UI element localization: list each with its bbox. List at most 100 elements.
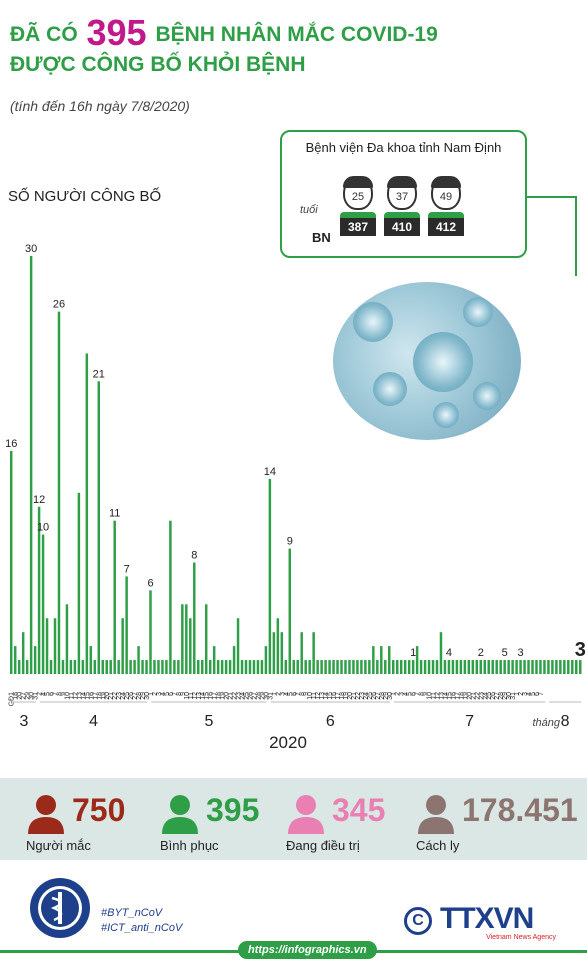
virus-particle bbox=[373, 372, 407, 406]
bar bbox=[189, 618, 192, 674]
tick-label: 3 bbox=[156, 692, 163, 696]
tick-label: 7 bbox=[415, 692, 422, 696]
stat-label: Đang điều trị bbox=[286, 838, 360, 853]
tick-label: 25 bbox=[244, 692, 251, 700]
virus-particle bbox=[473, 382, 501, 410]
patient-card: 49 412 bbox=[428, 176, 464, 236]
tick-label: 21 bbox=[108, 692, 115, 700]
connector-line bbox=[575, 196, 577, 276]
tick-label: 22 bbox=[355, 692, 362, 700]
bar bbox=[10, 451, 13, 674]
tick-label: 14 bbox=[80, 692, 87, 700]
bar bbox=[37, 506, 41, 674]
bar bbox=[340, 660, 343, 674]
tick-label: 19 bbox=[462, 692, 469, 700]
bar bbox=[471, 660, 475, 674]
bar bbox=[555, 660, 558, 674]
bar bbox=[316, 660, 319, 674]
data-label: 3 bbox=[518, 647, 524, 659]
stat-label: Người mắc bbox=[26, 838, 91, 853]
title-suffix: BỆNH NHÂN MẮC COVID-19 bbox=[155, 23, 438, 46]
tick-label: 28 bbox=[498, 692, 505, 700]
tick-label: 24 bbox=[482, 692, 489, 700]
bar bbox=[29, 255, 33, 675]
tick-label: 24 bbox=[240, 692, 247, 700]
bar bbox=[129, 660, 132, 674]
bar bbox=[411, 660, 415, 674]
person-icon bbox=[288, 795, 324, 834]
tick-label: 29 bbox=[140, 692, 147, 700]
tick-label: 1 bbox=[148, 692, 155, 696]
data-label: 26 bbox=[53, 299, 65, 311]
tick-label: 16 bbox=[450, 692, 457, 700]
bar bbox=[244, 660, 248, 674]
subtitle: (tính đến 16h ngày 7/8/2020) bbox=[10, 98, 190, 114]
tick-label: 11 bbox=[188, 692, 195, 699]
data-label: 5 bbox=[502, 647, 508, 659]
bar bbox=[336, 660, 339, 674]
patient-icon: 37 bbox=[387, 176, 417, 210]
bar bbox=[515, 660, 518, 674]
bar bbox=[272, 632, 276, 674]
tick-label: 3 bbox=[279, 692, 286, 696]
month-label: 3 bbox=[19, 713, 28, 730]
tick-label: 15 bbox=[446, 692, 453, 700]
tick-label: 9 bbox=[180, 692, 187, 696]
tick-label: 6 bbox=[411, 692, 418, 696]
tick-label: 23 bbox=[359, 692, 366, 700]
bar bbox=[153, 660, 156, 674]
person-icon bbox=[28, 795, 64, 834]
tick-label: 9 bbox=[60, 692, 67, 696]
data-label: 6 bbox=[147, 577, 153, 589]
tick-label: 4 bbox=[41, 692, 48, 696]
bar bbox=[487, 660, 490, 674]
bar bbox=[13, 646, 17, 675]
tick-label: 2 bbox=[275, 692, 282, 696]
bar bbox=[201, 660, 204, 674]
tick-label: 27 bbox=[494, 692, 501, 700]
tick-label: 22 bbox=[474, 692, 481, 700]
data-label: 7 bbox=[124, 563, 130, 575]
bar bbox=[284, 660, 288, 674]
bar bbox=[360, 660, 363, 674]
bar bbox=[531, 660, 534, 674]
patient-card: 37 410 bbox=[384, 176, 420, 236]
tick-label: 12 bbox=[435, 692, 442, 700]
bar bbox=[415, 646, 419, 675]
bar bbox=[208, 660, 212, 674]
data-label: 10 bbox=[37, 522, 49, 534]
tick-label: 20 bbox=[347, 692, 354, 700]
bar bbox=[567, 660, 570, 674]
copyright-icon: C bbox=[404, 907, 432, 935]
tick-label: 16 bbox=[88, 692, 95, 700]
agency-logo: TTXVN Vietnam News Agency bbox=[440, 904, 560, 944]
data-label: 11 bbox=[109, 508, 120, 520]
tick-label: 5 bbox=[530, 692, 537, 696]
tick-label: 10 bbox=[307, 692, 314, 700]
bar bbox=[348, 660, 351, 674]
bar bbox=[149, 590, 152, 675]
month-label: 7 bbox=[465, 713, 474, 730]
bar bbox=[232, 646, 236, 675]
bar bbox=[392, 660, 395, 674]
bar bbox=[141, 660, 144, 674]
bar bbox=[133, 660, 136, 674]
bar bbox=[395, 660, 399, 674]
bar bbox=[399, 660, 403, 674]
bar bbox=[388, 646, 391, 675]
stat-value: 750 bbox=[72, 792, 126, 828]
bar bbox=[240, 660, 244, 674]
virus-particle bbox=[413, 332, 473, 392]
tick-label: 1 bbox=[391, 692, 398, 696]
site-link[interactable]: https://infographics.vn bbox=[238, 941, 377, 959]
tick-label: 24 bbox=[363, 692, 370, 700]
data-label: 16 bbox=[5, 438, 17, 450]
stat-label: Cách ly bbox=[416, 838, 460, 853]
tick-label: 4 bbox=[160, 692, 167, 696]
bar bbox=[21, 632, 25, 674]
bar bbox=[65, 604, 69, 674]
stat-value: 178.451 bbox=[462, 792, 578, 828]
hashtags: #BYT_nCoV #ICT_anti_nCoV bbox=[101, 906, 182, 936]
bar bbox=[288, 548, 292, 674]
tick-label: 18 bbox=[216, 692, 223, 700]
